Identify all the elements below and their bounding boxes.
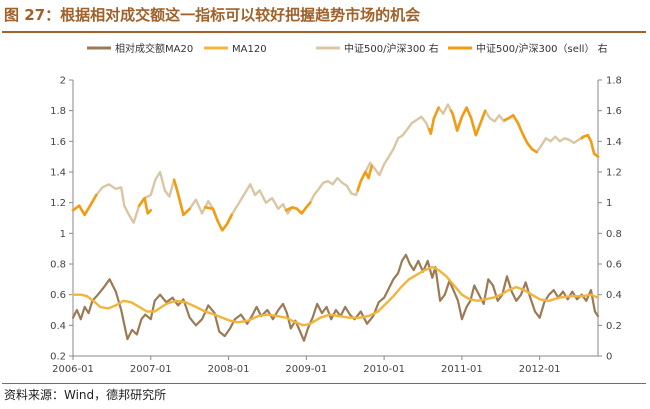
x-tick-label: 2010-01 — [363, 364, 405, 375]
line-chart: 0.2 0.4 0.6 0.8 1 1.2 1.4 1.6 1.8 2 0 0.2 0.4 0.6 0.8 1… — [50, 42, 622, 376]
right-tick-label: 1.6 — [606, 106, 622, 117]
series-line-0 — [71, 253, 600, 342]
title-divider — [2, 31, 646, 33]
chart-legend: 相对成交额MA20 MA120 中证500/沪深300 右 中证500/沪深300（s… — [87, 42, 608, 55]
footer-divider — [2, 383, 646, 384]
sell-segment-2 — [172, 178, 191, 217]
right-tick-label: 0.4 — [606, 290, 622, 301]
right-tick-label: 1.2 — [606, 168, 622, 179]
right-tick-label: 0.8 — [606, 229, 622, 240]
sell-segment-6 — [427, 106, 440, 135]
legend-label: 中证500/沪深300 右 — [344, 42, 439, 55]
chart-lines — [71, 103, 600, 342]
x-tick-label: 2012-01 — [519, 364, 561, 375]
right-tick-label: 0.6 — [606, 260, 622, 271]
x-tick-label: 2008-01 — [208, 364, 250, 375]
left-tick-label: 1.8 — [50, 106, 66, 117]
right-tick-label: 1.4 — [606, 137, 622, 148]
page-title: 图 27：根据相对成交额这一指标可以较好把握趋势市场的机会 — [4, 6, 421, 24]
sell-segment-9 — [580, 133, 600, 158]
source-note: 资料来源：Wind，德邦研究所 — [4, 388, 167, 402]
left-tick-label: 1.6 — [50, 137, 66, 148]
left-tick-label: 1 — [60, 229, 66, 240]
chart-axes: 0.2 0.4 0.6 0.8 1 1.2 1.4 1.6 1.8 2 0 0.2 0.4 0.6 0.8 1… — [50, 76, 622, 376]
sell-segment-3 — [203, 206, 233, 232]
right-tick-label: 0 — [606, 352, 612, 363]
right-tick-label: 1.8 — [606, 76, 622, 87]
left-tick-label: 0.6 — [50, 290, 66, 301]
left-tick-label: 1.4 — [50, 168, 66, 179]
left-tick-label: 0.2 — [50, 352, 66, 363]
left-tick-label: 1.2 — [50, 198, 66, 209]
left-tick-label: 0.4 — [50, 321, 66, 332]
sell-segment-4 — [284, 201, 312, 215]
sell-segment-7 — [449, 106, 487, 137]
x-tick-label: 2006-01 — [52, 364, 94, 375]
sell-segment-1 — [137, 196, 153, 215]
right-tick-label: 1 — [606, 198, 612, 209]
x-tick-label: 2009-01 — [285, 364, 327, 375]
right-tick-label: 0.2 — [606, 321, 622, 332]
x-tick-label: 2007-01 — [130, 364, 172, 375]
legend-label: 相对成交额MA20 — [115, 42, 193, 55]
sell-segment-0 — [71, 193, 98, 217]
sell-segment-5 — [356, 164, 373, 192]
legend-label: 中证500/沪深300（sell） 右 — [476, 42, 608, 55]
left-tick-label: 0.8 — [50, 260, 66, 271]
sell-segment-8 — [503, 114, 538, 154]
legend-label: MA120 — [232, 44, 267, 55]
left-tick-label: 2 — [60, 76, 66, 87]
series-line-1 — [71, 265, 600, 327]
x-tick-label: 2011-01 — [441, 364, 483, 375]
